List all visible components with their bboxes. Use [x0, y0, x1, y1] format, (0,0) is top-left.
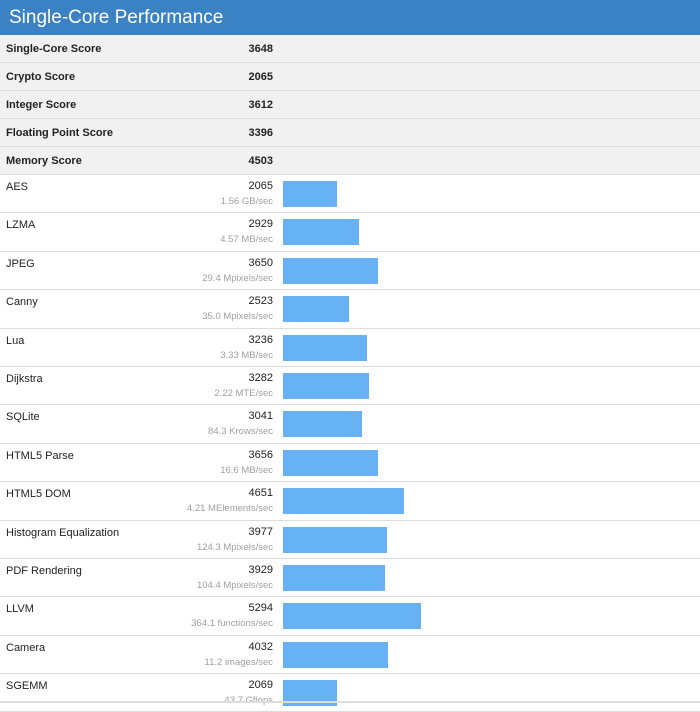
summary-row: Memory Score 4503 [0, 147, 700, 175]
summary-label: Integer Score [6, 91, 76, 119]
summary-row: Single-Core Score 3648 [0, 35, 700, 63]
benchmark-row: Canny 2523 35.0 Mpixels/sec [0, 290, 700, 328]
benchmark-name: SGEMM [6, 680, 48, 692]
section-title: Single-Core Performance [9, 7, 223, 28]
benchmark-rate: 3.33 MB/sec [220, 350, 273, 361]
benchmark-name: HTML5 Parse [6, 450, 74, 462]
score-bar [283, 603, 421, 629]
score-bar [283, 219, 359, 245]
benchmark-score: 5294 [249, 602, 273, 614]
benchmark-name: Canny [6, 296, 38, 308]
benchmark-row: Dijkstra 3282 2.22 MTE/sec [0, 367, 700, 405]
benchmark-name: Camera [6, 642, 45, 654]
benchmark-score: 3282 [249, 372, 273, 384]
summary-value: 2065 [249, 63, 273, 91]
benchmark-name: LLVM [6, 603, 34, 615]
benchmark-score: 3929 [249, 564, 273, 576]
summary-label: Floating Point Score [6, 119, 113, 147]
summary-label: Memory Score [6, 147, 82, 175]
score-bar [283, 181, 337, 207]
benchmark-name: Lua [6, 335, 24, 347]
benchmark-rate: 364.1 functions/sec [191, 618, 273, 629]
benchmark-score: 3236 [249, 334, 273, 346]
benchmark-rate: 84.3 Krows/sec [208, 426, 273, 437]
benchmark-rate: 16.6 MB/sec [220, 465, 273, 476]
benchmark-row: JPEG 3650 29.4 Mpixels/sec [0, 252, 700, 290]
benchmark-score: 2523 [249, 295, 273, 307]
summary-row: Floating Point Score 3396 [0, 119, 700, 147]
benchmark-score: 2065 [249, 180, 273, 192]
summary-value: 3396 [249, 119, 273, 147]
benchmark-score: 4651 [249, 487, 273, 499]
benchmark-name: HTML5 DOM [6, 488, 71, 500]
score-bar [283, 527, 387, 553]
benchmark-row: Lua 3236 3.33 MB/sec [0, 329, 700, 367]
benchmark-score: 3041 [249, 410, 273, 422]
benchmark-row: HTML5 DOM 4651 4.21 MElements/sec [0, 482, 700, 520]
benchmark-rate: 2.22 MTE/sec [214, 388, 273, 399]
benchmark-rate: 124.3 Mpixels/sec [197, 542, 273, 553]
summary-label: Single-Core Score [6, 35, 101, 63]
benchmark-name: PDF Rendering [6, 565, 82, 577]
benchmark-row: Histogram Equalization 3977 124.3 Mpixels/… [0, 521, 700, 559]
section-header: Single-Core Performance [0, 0, 700, 35]
score-bar [283, 258, 378, 284]
benchmark-row: LLVM 5294 364.1 functions/sec [0, 597, 700, 635]
benchmark-score: 3656 [249, 449, 273, 461]
benchmark-rate: 4.21 MElements/sec [187, 503, 273, 514]
score-bar [283, 565, 385, 591]
summary-row: Integer Score 3612 [0, 91, 700, 119]
summary-value: 3612 [249, 91, 273, 119]
benchmark-row: AES 2065 1.56 GB/sec [0, 175, 700, 213]
summary-value: 4503 [249, 147, 273, 175]
summary-label: Crypto Score [6, 63, 75, 91]
score-bar [283, 296, 349, 322]
benchmark-score: 2069 [249, 679, 273, 691]
benchmark-name: AES [6, 181, 28, 193]
benchmark-rate: 11.2 images/sec [205, 657, 273, 668]
benchmark-score: 3650 [249, 257, 273, 269]
benchmark-name: JPEG [6, 258, 35, 270]
benchmark-table: AES 2065 1.56 GB/sec LZMA 2929 4.57 MB/sec JPE… [0, 175, 700, 712]
summary-row: Crypto Score 2065 [0, 63, 700, 91]
benchmark-row: SQLite 3041 84.3 Krows/sec [0, 405, 700, 443]
benchmark-rate: 1.56 GB/sec [221, 196, 273, 207]
benchmark-rate: 35.0 Mpixels/sec [202, 311, 273, 322]
score-bar [283, 335, 367, 361]
score-bar [283, 373, 369, 399]
score-bar [283, 411, 362, 437]
benchmark-row: PDF Rendering 3929 104.4 Mpixels/sec [0, 559, 700, 597]
benchmark-name: Dijkstra [6, 373, 43, 385]
score-bar [283, 450, 378, 476]
benchmark-score: 4032 [249, 641, 273, 653]
benchmark-row: HTML5 Parse 3656 16.6 MB/sec [0, 444, 700, 482]
score-bar [283, 488, 404, 514]
benchmark-score: 3977 [249, 526, 273, 538]
benchmark-name: LZMA [6, 219, 35, 231]
score-bar [283, 642, 388, 668]
benchmark-rate: 29.4 Mpixels/sec [202, 273, 273, 284]
summary-value: 3648 [249, 35, 273, 63]
benchmark-row: Camera 4032 11.2 images/sec [0, 636, 700, 674]
benchmark-row: LZMA 2929 4.57 MB/sec [0, 213, 700, 251]
benchmark-name: Histogram Equalization [6, 527, 119, 539]
benchmark-score: 2929 [249, 218, 273, 230]
benchmark-name: SQLite [6, 411, 40, 423]
benchmark-rate: 104.4 Mpixels/sec [197, 580, 273, 591]
benchmark-rate: 4.57 MB/sec [220, 234, 273, 245]
